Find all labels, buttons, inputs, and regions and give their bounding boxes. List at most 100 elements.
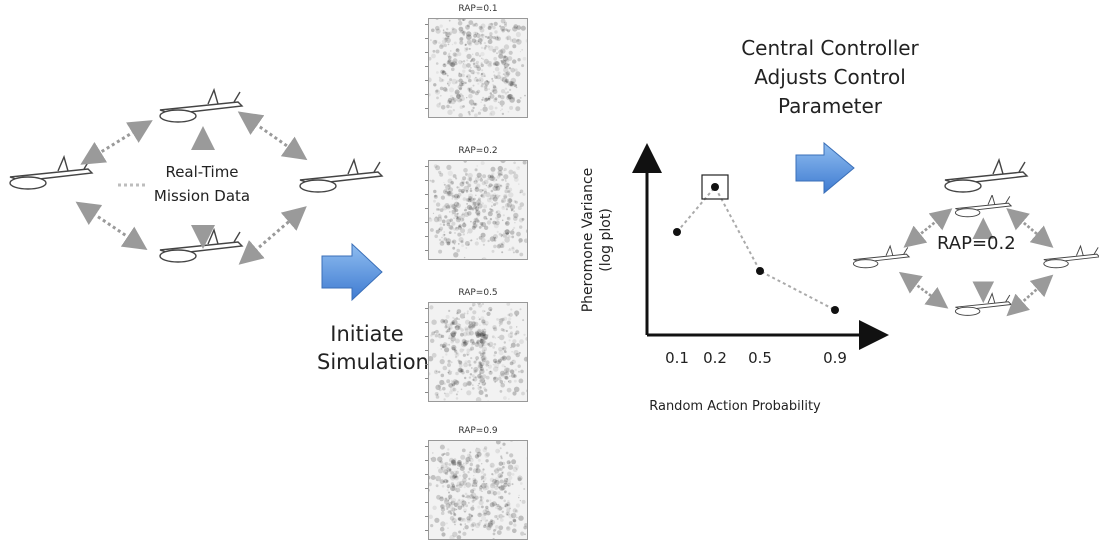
heatmap-speck bbox=[515, 85, 516, 86]
y-axis-label: Pheromone Variance bbox=[580, 168, 596, 313]
heatmap-speck bbox=[438, 333, 440, 335]
heatmap-speck bbox=[486, 499, 489, 502]
swarm-label: Real-Time Mission Data bbox=[140, 160, 264, 208]
heatmap-speck bbox=[441, 105, 446, 110]
heatmap-speck bbox=[472, 23, 475, 26]
heatmap-speck bbox=[443, 398, 445, 400]
heatmap-speck bbox=[466, 54, 471, 59]
heatmap-speck bbox=[430, 524, 433, 527]
heatmap-speck bbox=[443, 480, 445, 482]
heatmap-speck bbox=[494, 194, 499, 199]
heatmap-speck bbox=[448, 492, 450, 494]
heatmap-speck bbox=[447, 467, 452, 472]
heatmap-speck bbox=[513, 374, 516, 377]
heatmap-speck bbox=[454, 503, 458, 507]
simulation-axis-tick bbox=[425, 194, 428, 195]
heatmap-speck bbox=[467, 360, 470, 363]
heatmap-speck bbox=[468, 455, 472, 459]
heatmap-speck bbox=[503, 356, 506, 359]
heatmap-speck bbox=[466, 34, 472, 40]
heatmap-speck bbox=[496, 210, 501, 215]
heatmap-speck bbox=[503, 516, 505, 518]
heatmap-speck bbox=[475, 52, 479, 56]
heatmap-speck bbox=[481, 161, 485, 165]
heatmap-speck bbox=[499, 485, 504, 490]
heatmap-speck bbox=[488, 88, 490, 90]
heatmap-speck bbox=[475, 186, 478, 189]
heatmap-speck bbox=[447, 61, 451, 65]
heatmap-speck bbox=[470, 524, 474, 528]
heatmap-speck bbox=[501, 108, 503, 110]
heatmap-speck bbox=[442, 71, 447, 76]
simulation-axis-tick bbox=[425, 308, 428, 309]
heatmap-speck bbox=[463, 34, 465, 36]
heatmap-speck bbox=[441, 496, 444, 499]
heatmap-speck bbox=[489, 345, 492, 348]
heatmap-speck bbox=[504, 80, 509, 85]
heatmap-speck bbox=[488, 46, 493, 51]
heatmap-speck bbox=[513, 467, 518, 472]
simulation-axis-tick bbox=[425, 392, 428, 393]
heatmap-speck bbox=[463, 354, 466, 357]
heatmap-speck bbox=[492, 89, 495, 92]
heatmap-speck bbox=[446, 28, 448, 30]
heatmap-speck bbox=[471, 109, 474, 112]
heatmap-speck bbox=[462, 95, 463, 96]
heatmap-speck bbox=[504, 22, 507, 25]
heatmap-speck bbox=[508, 94, 514, 100]
heatmap-speck bbox=[452, 241, 455, 244]
heatmap-speck bbox=[437, 394, 439, 396]
heatmap-speck bbox=[516, 232, 521, 237]
heatmap-speck bbox=[520, 308, 522, 310]
heatmap-speck bbox=[441, 467, 443, 469]
heatmap-speck bbox=[485, 36, 487, 38]
heatmap-speck bbox=[444, 234, 446, 236]
heatmap-speck bbox=[480, 178, 483, 181]
heatmap-speck bbox=[466, 74, 471, 79]
heatmap-speck bbox=[451, 460, 456, 465]
heatmap-speck bbox=[518, 167, 519, 168]
heatmap-speck bbox=[495, 107, 498, 110]
heatmap-speck bbox=[466, 370, 470, 374]
heatmap-speck bbox=[445, 185, 450, 190]
heatmap-speck bbox=[506, 356, 511, 361]
heatmap-speck bbox=[429, 476, 430, 480]
heatmap-speck bbox=[467, 471, 469, 473]
heatmap-speck bbox=[471, 104, 473, 106]
heatmap-speck bbox=[505, 92, 508, 95]
heatmap-speck bbox=[520, 482, 523, 485]
heatmap-speck bbox=[522, 193, 525, 196]
heatmap-speck bbox=[477, 72, 480, 75]
heatmap-speck bbox=[452, 247, 455, 250]
heatmap-speck bbox=[443, 51, 447, 55]
heatmap-speck bbox=[492, 538, 494, 539]
heatmap-speck bbox=[447, 191, 452, 196]
heatmap-speck bbox=[444, 468, 446, 470]
heatmap-speck bbox=[450, 95, 453, 98]
drone-icon bbox=[160, 90, 242, 122]
heatmap-speck bbox=[462, 339, 467, 344]
swarm-label-line: Real-Time bbox=[140, 160, 264, 184]
heatmap-speck bbox=[469, 69, 472, 72]
heatmap-speck bbox=[472, 374, 475, 377]
heatmap-speck bbox=[504, 376, 508, 380]
heatmap-speck bbox=[433, 50, 436, 53]
heatmap-speck bbox=[505, 179, 507, 181]
heatmap-speck bbox=[462, 181, 465, 184]
simulation-axis-tick bbox=[425, 80, 428, 81]
heatmap-speck bbox=[475, 206, 479, 210]
heatmap-speck bbox=[441, 196, 445, 200]
heatmap-speck bbox=[490, 309, 492, 311]
heatmap-speck bbox=[485, 45, 488, 48]
heatmap-speck bbox=[458, 113, 463, 117]
right-swarm bbox=[945, 160, 1027, 192]
heatmap-speck bbox=[513, 251, 515, 253]
heatmap-speck bbox=[457, 491, 459, 493]
heatmap-speck bbox=[435, 334, 438, 337]
heatmap-speck bbox=[456, 80, 459, 83]
heatmap-speck bbox=[497, 367, 498, 368]
heatmap-speck bbox=[501, 106, 502, 107]
simulation-axis-tick bbox=[425, 222, 428, 223]
heatmap-speck bbox=[512, 391, 516, 395]
x-tick-label: 0.9 bbox=[823, 349, 847, 367]
